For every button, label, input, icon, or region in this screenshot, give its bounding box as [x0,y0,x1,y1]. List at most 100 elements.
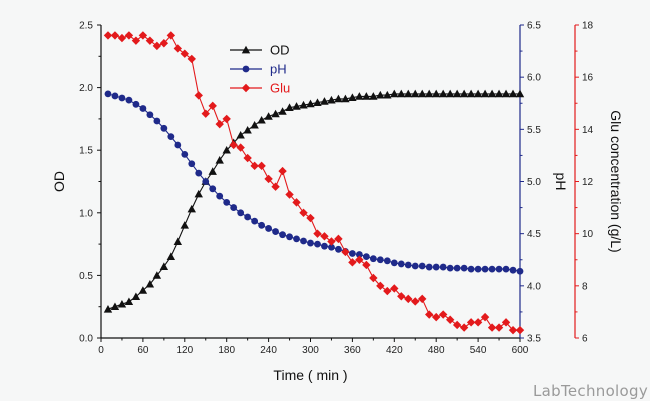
data-point-od [397,89,406,98]
data-point-glu [222,114,231,124]
data-point-glu [494,323,504,332]
legend-marker-ph [242,65,250,73]
ph-axis-title: pH [553,173,569,191]
data-point-ph [132,100,140,108]
data-point-glu [313,229,322,238]
data-point-od [473,89,483,98]
data-point-ph [195,169,203,177]
data-point-glu [194,91,203,100]
legend-marker-glu [241,83,251,93]
data-point-glu [243,153,252,163]
watermark-text: LabTechnology [533,382,648,400]
od-tick-label: 1.5 [79,146,93,157]
data-point-ph [237,209,245,217]
data-point-od [145,279,155,288]
data-point-od [117,299,127,308]
data-point-glu [229,140,238,150]
data-point-od [173,237,183,245]
data-point-glu [236,143,245,152]
data-point-ph [509,266,517,274]
data-point-od [445,89,455,98]
data-point-ph [397,260,405,268]
data-point-glu [166,31,176,40]
ph-tick-label: 6.5 [527,21,541,32]
data-point-od [159,262,169,270]
legend-marker-od [241,45,251,54]
data-point-glu [103,31,113,40]
data-point-glu [480,312,490,322]
data-point-ph [328,243,335,251]
od-axis-title: OD [51,171,67,192]
data-point-od [285,103,294,111]
x-tick-label: 240 [260,345,277,356]
x-tick-label: 0 [98,345,104,356]
data-point-glu [348,258,357,267]
data-point-ph [502,265,510,273]
data-point-glu [131,36,141,45]
data-point-ph [390,259,398,267]
x-tick-label: 420 [386,345,403,356]
data-point-ph [160,124,168,132]
data-point-glu [418,294,427,304]
od-tick-label: 2.0 [79,83,93,94]
data-point-od [480,89,490,98]
data-point-od [383,90,392,99]
data-point-ph [321,242,328,250]
data-point-od [299,100,308,109]
data-point-od [208,167,217,175]
data-point-glu [285,190,294,199]
data-point-od [355,92,364,100]
data-point-glu [411,297,420,306]
series-line-glu [108,34,520,331]
data-point-glu [452,320,462,330]
data-point-ph [139,105,147,112]
data-point-ph [230,204,238,211]
data-point-od [487,89,497,98]
glu-tick-label: 8 [582,281,588,292]
data-point-ph [453,264,461,272]
data-point-glu [362,260,371,270]
data-point-ph [481,265,489,273]
data-point-glu [159,39,169,48]
data-point-ph [104,90,112,98]
x-tick-label: 540 [470,345,487,356]
data-point-ph [202,178,210,185]
data-point-od [515,89,525,98]
data-point-glu [425,310,434,319]
x-tick-label: 120 [176,345,193,356]
data-point-glu [208,101,217,111]
data-point-ph [439,263,447,271]
data-point-od [320,97,329,105]
data-point-od [313,98,322,106]
data-point-od [292,102,301,110]
data-point-od [362,92,371,100]
data-point-glu [445,315,455,324]
glu-tick-label: 12 [582,177,594,188]
data-point-glu [320,232,329,241]
data-point-od [250,120,259,129]
data-point-ph [251,217,259,225]
data-point-glu [117,33,127,43]
data-point-glu [501,318,511,327]
data-point-ph [174,141,182,149]
data-point-od [110,302,120,311]
data-point-glu [432,312,441,322]
data-point-od [459,89,469,98]
data-point-glu [138,31,148,40]
data-point-ph [425,263,433,271]
data-point-glu [390,284,399,293]
x-tick-label: 300 [302,345,319,356]
data-point-ph [411,262,419,270]
data-point-glu [264,174,273,184]
series-ph [104,90,524,275]
data-point-glu [201,109,210,118]
data-point-od [278,107,287,115]
ph-tick-label: 4.0 [527,281,541,292]
data-point-od [124,297,134,306]
data-point-od [243,125,252,134]
data-point-od [501,89,511,98]
data-point-ph [355,251,363,258]
od-tick-label: 2.5 [79,21,93,32]
data-point-glu [187,54,196,64]
